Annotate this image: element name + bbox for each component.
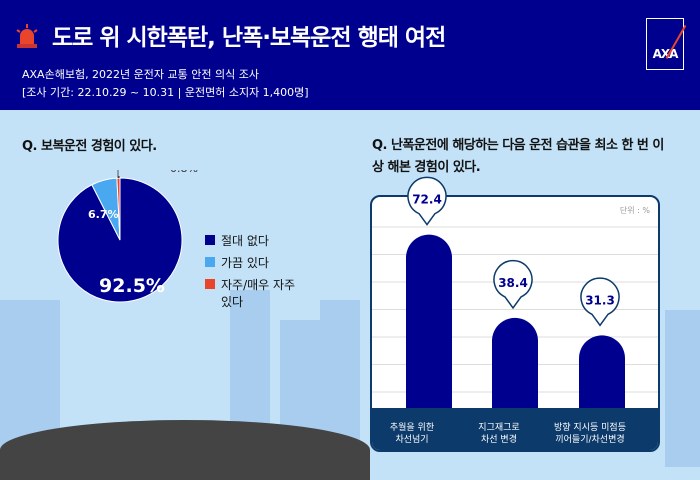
legend-label: 절대 없다 xyxy=(221,234,269,248)
legend-item: 가끔 있다 xyxy=(205,254,269,271)
bar xyxy=(579,335,625,412)
axa-logo: AXA xyxy=(646,18,684,70)
bar xyxy=(492,317,538,412)
unit-label: 단위 : % xyxy=(619,206,650,215)
header: 도로 위 시한폭탄, 난폭·보복운전 행태 여전 AXA손해보험, 2022년 … xyxy=(0,0,700,110)
road-illustration xyxy=(0,420,370,480)
x-axis-band: 추월을 위한 차선넘기 지그재그로 차선 변경 방향 지시등 미점등 끼어들기/… xyxy=(372,408,658,450)
pie-data-label: 92.5% xyxy=(99,275,165,297)
source-text: AXA손해보험, 2022년 운전자 교통 안전 의식 조사 xyxy=(22,68,259,81)
pie-question: Q. 보복운전 경험이 있다. xyxy=(22,139,157,154)
legend-swatch xyxy=(205,279,215,289)
pie-leader-line xyxy=(117,170,119,178)
legend-item: 절대 없다 xyxy=(205,232,269,249)
pie-data-label: 0.8% xyxy=(170,170,198,175)
legend-swatch xyxy=(205,257,215,267)
survey-period-text: [조사 기간: 22.10.29 ~ 10.31 | 운전면허 소지자 1,40… xyxy=(22,86,309,99)
pie-slice xyxy=(116,177,121,241)
bar xyxy=(406,234,452,412)
siren-icon xyxy=(16,24,38,48)
bar-question: Q. 난폭운전에 해당하는 다음 운전 습관을 최소 한 번 이상 해본 경험이… xyxy=(372,138,664,175)
pie-data-label: 6.7% xyxy=(88,208,119,221)
x-tick-label: 지그재그로 차선 변경 xyxy=(478,423,520,445)
x-tick-label: 방향 지시등 미점등 끼어들기/차선변경 xyxy=(554,423,626,445)
pie-chart: 92.5% 6.7% 0.8% xyxy=(57,170,198,303)
page-title: 도로 위 시한폭탄, 난폭·보복운전 행태 여전 xyxy=(52,25,446,51)
legend-label: 자주/매우 자주 있다 xyxy=(221,278,296,309)
legend-swatch xyxy=(205,235,215,245)
legend-item: 자주/매우 자주 있다 xyxy=(205,276,305,310)
logo-text: AXA xyxy=(652,47,679,61)
legend-label: 가끔 있다 xyxy=(221,256,269,270)
bar-chart-panel: 단위 : % 추월을 위한 차선넘기 지그재그로 차선 변경 방향 지시등 미점… xyxy=(370,195,660,452)
x-tick-label: 추월을 위한 차선넘기 xyxy=(389,423,435,445)
